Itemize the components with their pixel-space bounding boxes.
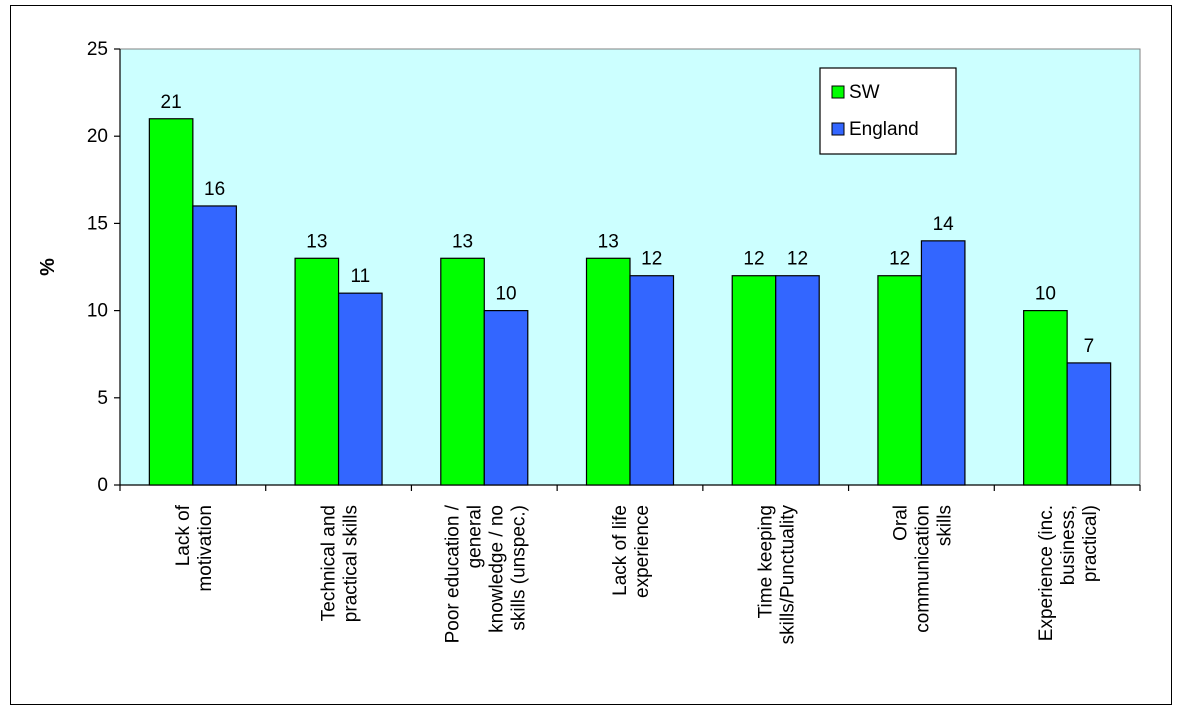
category-label: Experience (inc. business, practical) (1036, 505, 1101, 641)
bar-sw-4 (731, 275, 777, 486)
category-label-line: practical) (1080, 505, 1101, 582)
category-label-line: experience (632, 505, 653, 598)
data-labels: 21 16 13 11 13 10 13 12 12 12 12 14 10 7 (161, 92, 1095, 357)
bar-sw-2 (440, 257, 485, 486)
y-tick-label: 25 (87, 39, 108, 60)
y-tick-label: 5 (97, 388, 108, 409)
category-label: Lack of motivation (173, 504, 216, 591)
category-label-line: general (464, 505, 485, 568)
y-tick-label: 0 (97, 475, 108, 496)
category-label-line: practical skills (341, 505, 362, 622)
category-label: Time keeping skills/Punctuality (756, 505, 799, 645)
bar-sw-1 (294, 257, 340, 486)
data-label-england: 12 (641, 249, 662, 270)
bar-england-0 (192, 205, 237, 486)
bar-sw-3 (585, 257, 631, 486)
data-label-sw: 10 (1035, 284, 1056, 305)
y-tick-label: 20 (87, 126, 108, 147)
axes: 0 5 10 15 20 25 (87, 39, 1141, 496)
bar-sw-6 (1023, 310, 1068, 486)
legend: SW England (819, 67, 957, 155)
data-label-england: 7 (1084, 336, 1095, 357)
category-label: Poor education / general knowledge / no ski… (442, 504, 529, 643)
legend-swatch-england (831, 122, 845, 136)
y-tick-label: 10 (87, 301, 108, 322)
category-label-line: Poor education / (442, 504, 463, 643)
bar-sw-5 (877, 275, 923, 486)
bar-england-3 (629, 275, 675, 486)
category-label: Oral communication skills (890, 505, 955, 633)
data-label-sw: 12 (743, 249, 764, 270)
data-label-england: 12 (787, 249, 808, 270)
y-axis-title: % (37, 258, 59, 276)
data-label-england: 11 (350, 266, 370, 287)
category-label-line: Lack of (173, 504, 194, 566)
bar-england-6 (1066, 362, 1112, 486)
category-label-line: Technical and (319, 505, 340, 621)
data-label-england: 14 (933, 214, 955, 235)
category-label-line: Experience (inc. (1036, 505, 1057, 641)
category-label-line: knowledge / no (486, 505, 507, 633)
data-label-sw: 12 (889, 249, 910, 270)
bars (148, 118, 1112, 486)
data-label-sw: 13 (598, 231, 619, 252)
data-label-england: 16 (204, 179, 225, 200)
data-label-england: 10 (495, 284, 516, 305)
category-label-line: skills (unspec.) (508, 505, 529, 631)
legend-swatch-sw (831, 85, 845, 99)
category-label: Technical and practical skills (319, 505, 362, 622)
category-label-line: communication (912, 505, 933, 633)
category-label-line: motivation (195, 505, 216, 592)
bar-chart: 0 5 10 15 20 25 21 16 13 11 13 10 13 12 12 12 12 14 10 7 L… (37, 39, 1141, 644)
category-label-line: Time keeping (756, 505, 777, 618)
bar-england-5 (920, 240, 966, 486)
legend-label-england: England (849, 119, 919, 140)
category-labels: Lack of motivation Technical and practical … (173, 504, 1101, 644)
category-label-line: skills/Punctuality (778, 505, 799, 645)
data-label-sw: 13 (306, 231, 327, 252)
category-label-line: Lack of life (610, 505, 631, 596)
bar-england-1 (337, 292, 383, 486)
chart-frame: 0 5 10 15 20 25 21 16 13 11 13 10 13 12 12 12 12 14 10 7 L… (10, 5, 1172, 705)
bar-sw-0 (148, 118, 194, 486)
bar-england-2 (483, 310, 529, 486)
category-label-line: business, (1058, 505, 1079, 585)
legend-box (819, 67, 957, 155)
y-tick-label: 15 (87, 213, 108, 234)
legend-label-sw: SW (849, 82, 880, 103)
bar-england-4 (775, 275, 820, 486)
data-label-sw: 21 (161, 92, 182, 113)
category-label: Lack of life experience (610, 505, 653, 598)
data-label-sw: 13 (452, 231, 473, 252)
category-label-line: skills (934, 505, 955, 546)
category-label-line: Oral (890, 505, 911, 541)
